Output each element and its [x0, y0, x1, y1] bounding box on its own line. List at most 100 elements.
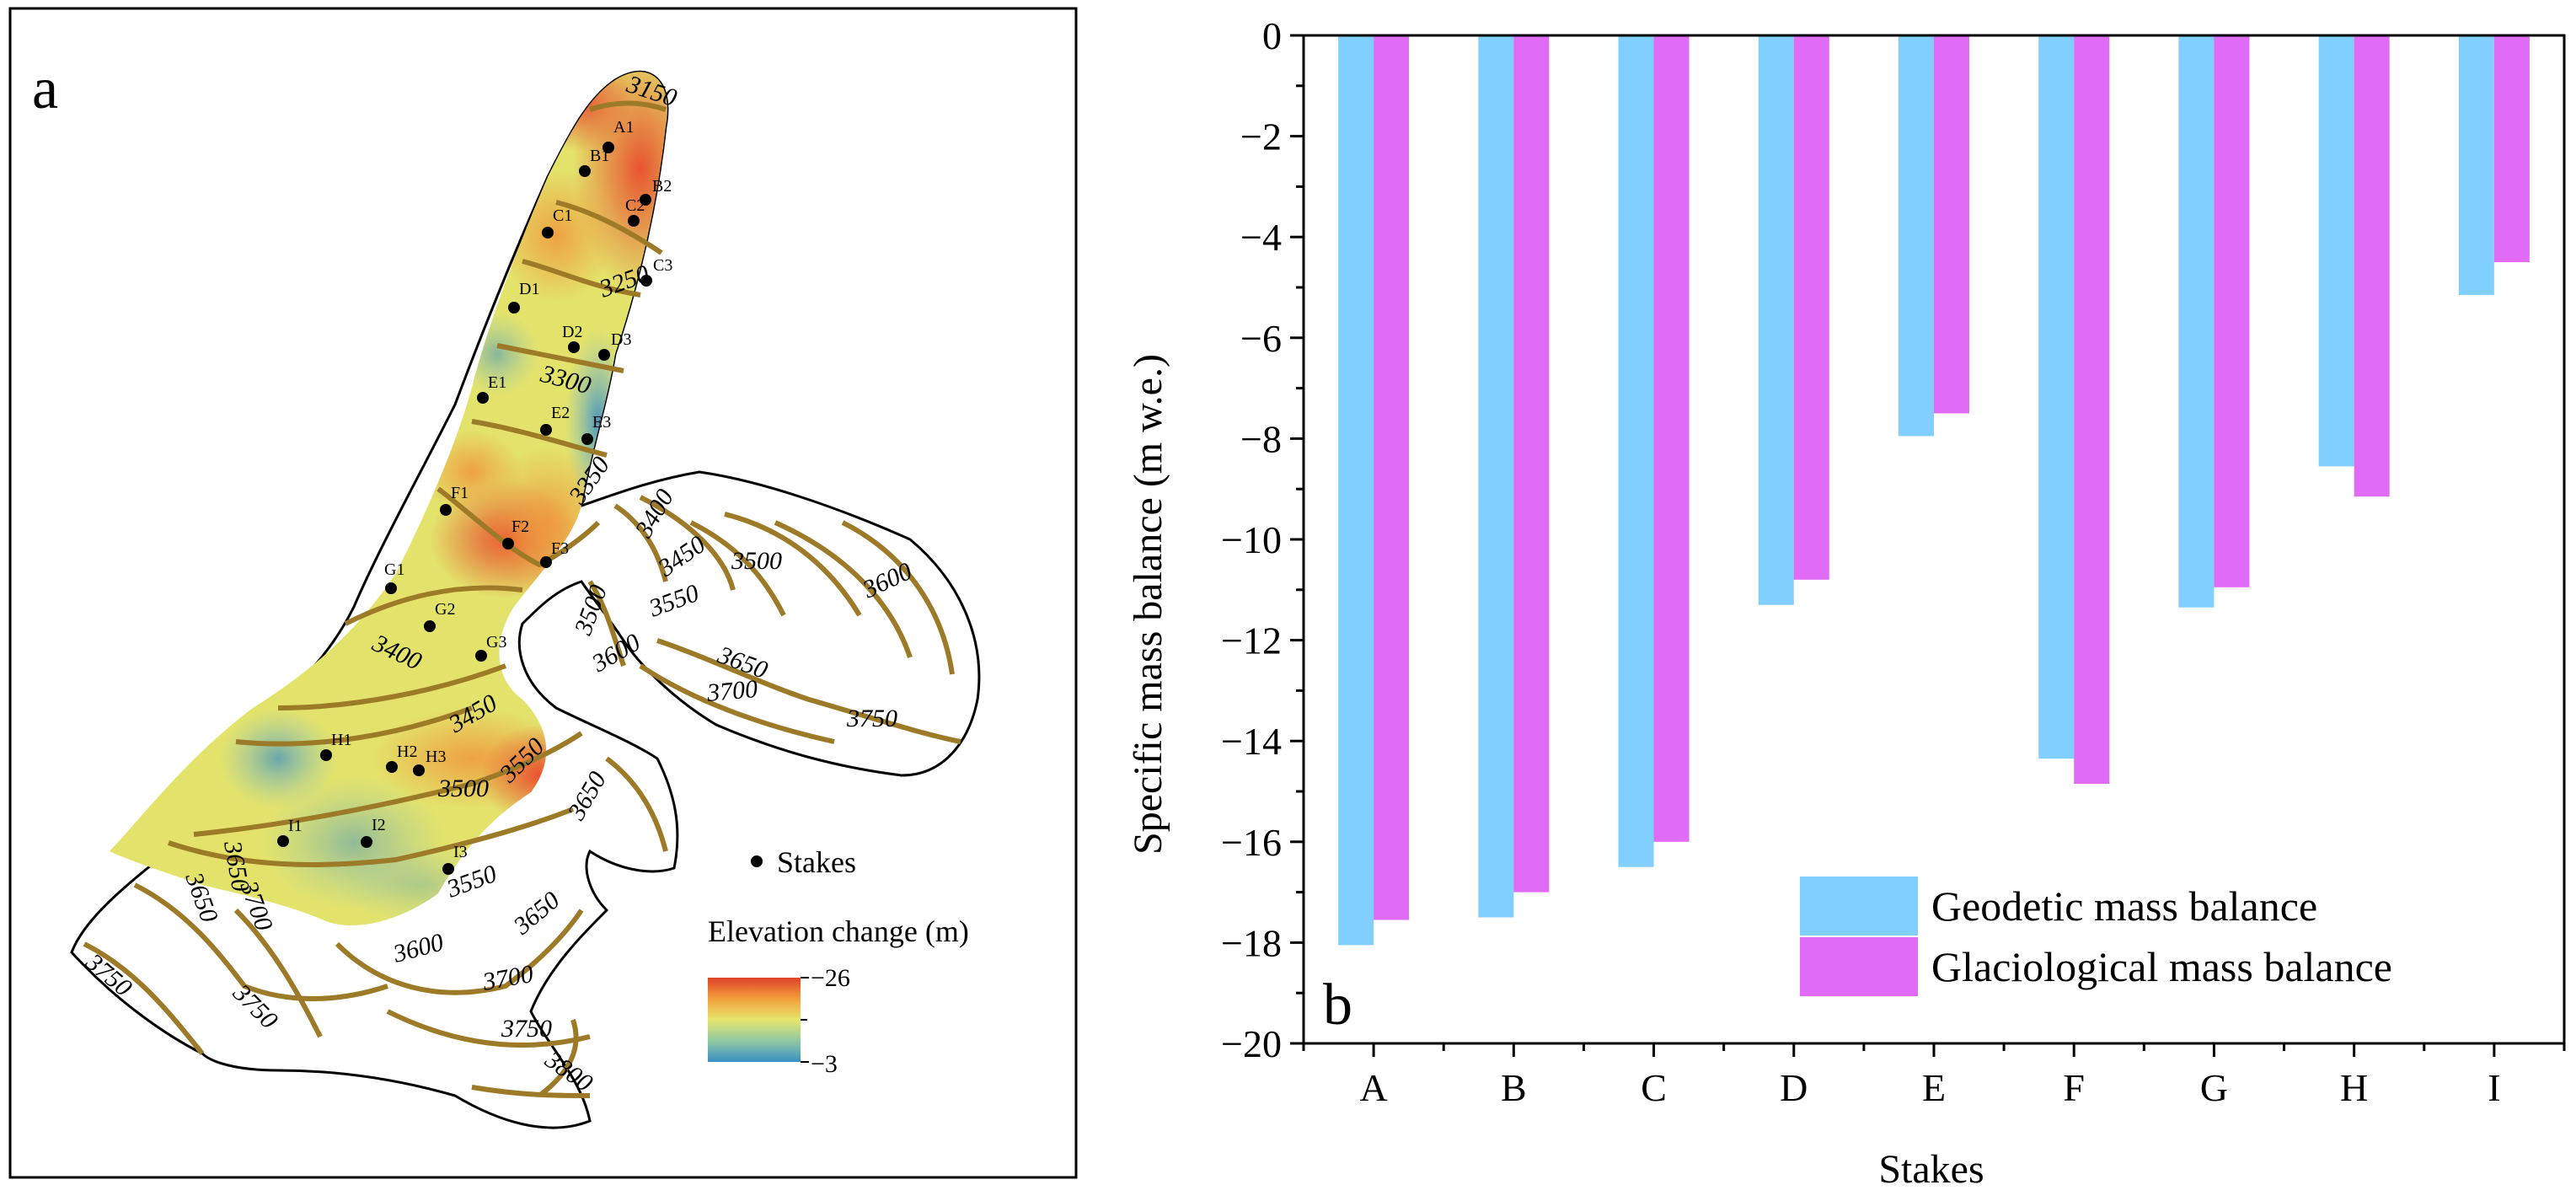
contour-label: 3500 [731, 547, 782, 575]
y-tick-label: −6 [1240, 317, 1282, 360]
bar-geodetic-E [1899, 35, 1934, 437]
stake-marker [579, 165, 591, 177]
stake-label: F2 [511, 517, 529, 536]
stake-marker [477, 392, 489, 404]
stake-marker [442, 863, 454, 875]
stake-label: I2 [372, 816, 386, 834]
x-tick-label: I [2488, 1066, 2500, 1109]
x-tick-label: E [1922, 1066, 1946, 1109]
bar-geodetic-F [2038, 35, 2075, 759]
y-tick-label: −14 [1221, 720, 1282, 763]
legend-label-glaciological: Glaciological mass balance [1931, 943, 2392, 990]
x-tick-label: H [2340, 1066, 2368, 1109]
stake-label: H2 [397, 743, 417, 761]
stake-label: A1 [613, 118, 634, 137]
stake-label: F3 [551, 539, 569, 558]
y-tick-label: −12 [1221, 619, 1282, 662]
stake-marker [361, 836, 372, 848]
stake-label: C1 [553, 206, 572, 225]
stake-label: C3 [653, 256, 672, 275]
stake-marker [440, 504, 452, 516]
bar-glaciological-B [1513, 35, 1550, 893]
bar-glaciological-A [1374, 35, 1410, 920]
stake-label: I3 [453, 843, 468, 861]
stake-marker [320, 749, 332, 761]
stake-label: C2 [625, 196, 645, 215]
colorbar-max-label: −26 [811, 964, 850, 992]
stake-label: D1 [519, 280, 539, 298]
stake-marker [540, 424, 552, 436]
stake-label: G1 [384, 560, 404, 579]
colorbar [708, 978, 801, 1062]
stake-marker [640, 194, 651, 206]
stake-label: D2 [562, 323, 582, 341]
stakes-legend-label: Stakes [777, 845, 856, 879]
y-tick-label: −10 [1221, 518, 1282, 561]
x-tick-label: F [2063, 1066, 2085, 1109]
contour-label: 3750 [846, 705, 897, 732]
x-tick-label: B [1501, 1066, 1527, 1109]
bar-glaciological-F [2074, 35, 2110, 785]
stake-marker [424, 620, 436, 632]
stake-marker [502, 538, 514, 550]
bar-geodetic-C [1618, 35, 1654, 867]
stake-marker [385, 582, 397, 594]
y-tick-label: −2 [1240, 115, 1282, 158]
x-tick-label: A [1359, 1066, 1387, 1109]
y-tick-label: −20 [1221, 1022, 1282, 1065]
bar-geodetic-B [1478, 35, 1514, 918]
x-tick-label: D [1780, 1066, 1807, 1109]
legend-label-geodetic: Geodetic mass balance [1931, 882, 2317, 930]
y-tick-label: −4 [1240, 216, 1282, 259]
x-tick-label: G [2200, 1066, 2228, 1109]
colorbar-title: Elevation change (m) [708, 914, 969, 948]
stake-label: D3 [611, 330, 631, 349]
stake-label: B2 [652, 177, 672, 196]
contour-lines [83, 100, 961, 1098]
stake-label: E1 [488, 373, 506, 392]
stake-marker [277, 835, 289, 847]
stake-marker [602, 142, 614, 153]
bar-glaciological-H [2354, 35, 2390, 497]
bar-glaciological-G [2214, 35, 2250, 587]
contour-label: 3750 [501, 1015, 552, 1043]
stake-marker [581, 433, 593, 445]
stake-label: E3 [592, 413, 611, 432]
bar-geodetic-I [2458, 35, 2494, 295]
stake-marker [598, 349, 610, 361]
stake-marker [508, 302, 520, 314]
panel-b-bar-chart: Specific mass balance (m w.e.) Stakes 0 −… [1126, 14, 2566, 1192]
stake-marker [542, 227, 554, 239]
bar-glaciological-I [2493, 35, 2530, 263]
colorbar-min-label: −3 [811, 1050, 838, 1078]
bar-geodetic-H [2318, 35, 2354, 467]
axes: 0 −2 −4 −6 −8 −10 −12 −14 −16 −18 −20 A B C D E F G H I [1221, 14, 2566, 1109]
stake-marker [568, 341, 580, 353]
stake-marker [640, 275, 652, 287]
bar-geodetic-A [1338, 35, 1374, 946]
contour-label: 3700 [705, 675, 759, 707]
bar-geodetic-D [1758, 35, 1794, 605]
bar-glaciological-E [1934, 35, 1969, 414]
contour-label: 3500 [437, 775, 489, 802]
stake-label: I1 [288, 817, 303, 835]
y-tick-label: −16 [1221, 821, 1282, 864]
stakes-legend-marker [751, 855, 763, 867]
stake-marker [628, 215, 640, 227]
y-tick-label: 0 [1262, 14, 1282, 57]
stake-marker [540, 556, 552, 568]
stake-marker [386, 761, 398, 773]
bar-glaciological-C [1653, 35, 1690, 842]
stake-label: E2 [551, 404, 570, 422]
legend-swatch-geodetic [1800, 877, 1918, 936]
bar-geodetic-G [2178, 35, 2215, 608]
stake-marker [413, 764, 425, 776]
stake-label: G3 [486, 633, 506, 651]
panel-a-map: a [8, 7, 1078, 1179]
y-tick-label: −18 [1221, 921, 1282, 964]
legend-swatch-glaciological [1800, 937, 1918, 996]
stake-label: H1 [331, 731, 351, 749]
y-tick-label: −8 [1240, 417, 1282, 460]
stake-marker [475, 650, 487, 662]
